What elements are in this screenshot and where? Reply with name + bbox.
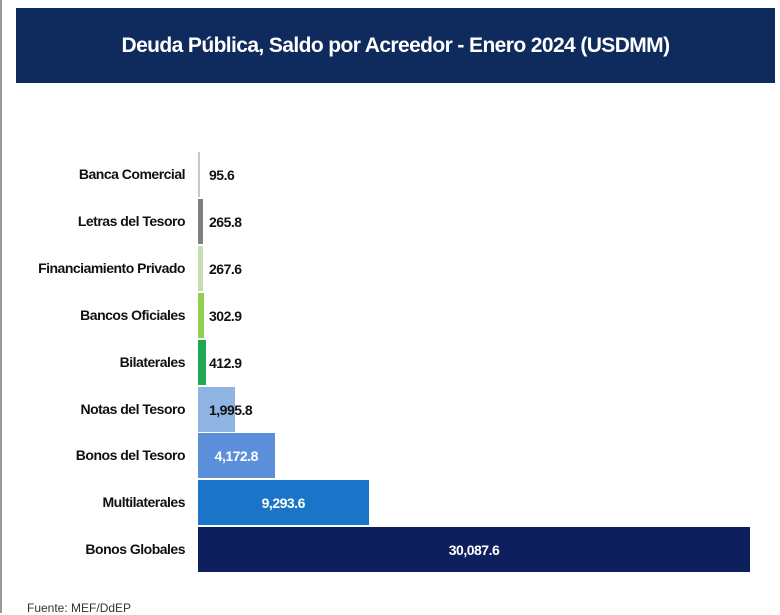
category-label: Letras del Tesoro	[77, 212, 186, 229]
data-label: 4,172.8	[214, 448, 259, 465]
page-border	[0, 0, 2, 613]
category-label: Bancos Oficiales	[80, 306, 185, 323]
data-label: 412.9	[209, 354, 242, 371]
category-label: Banca Comercial	[78, 166, 186, 182]
data-label: 1,995.8	[209, 401, 253, 418]
category-label: Bilaterales	[119, 353, 186, 370]
category-label: Notas del Tesoro	[80, 400, 185, 417]
source-note: Fuente: MEF/DdEP	[27, 601, 132, 615]
data-label: 267.6	[209, 260, 242, 277]
category-label: Financiamiento Privado	[38, 259, 185, 276]
category-label: Multilaterales	[102, 494, 186, 511]
data-label: 265.8	[209, 213, 242, 230]
bar	[198, 433, 275, 479]
data-label: 30,087.6	[448, 542, 500, 559]
bar	[198, 292, 204, 338]
bar	[198, 198, 203, 244]
bar	[198, 152, 200, 197]
title-banner: Deuda Pública, Saldo por Acreedor - Ener…	[16, 8, 775, 83]
bar	[198, 386, 235, 432]
bar	[198, 245, 203, 291]
data-label: 95.6	[209, 167, 235, 183]
category-label: Bonos del Tesoro	[75, 447, 186, 464]
data-label: 302.9	[209, 307, 242, 324]
bar	[198, 339, 206, 385]
bar	[198, 480, 369, 526]
chart-title: Deuda Pública, Saldo por Acreedor - Ener…	[121, 33, 671, 57]
category-label: Bonos Globales	[85, 541, 185, 558]
bar	[198, 527, 750, 573]
data-label: 9,293.6	[261, 495, 306, 512]
